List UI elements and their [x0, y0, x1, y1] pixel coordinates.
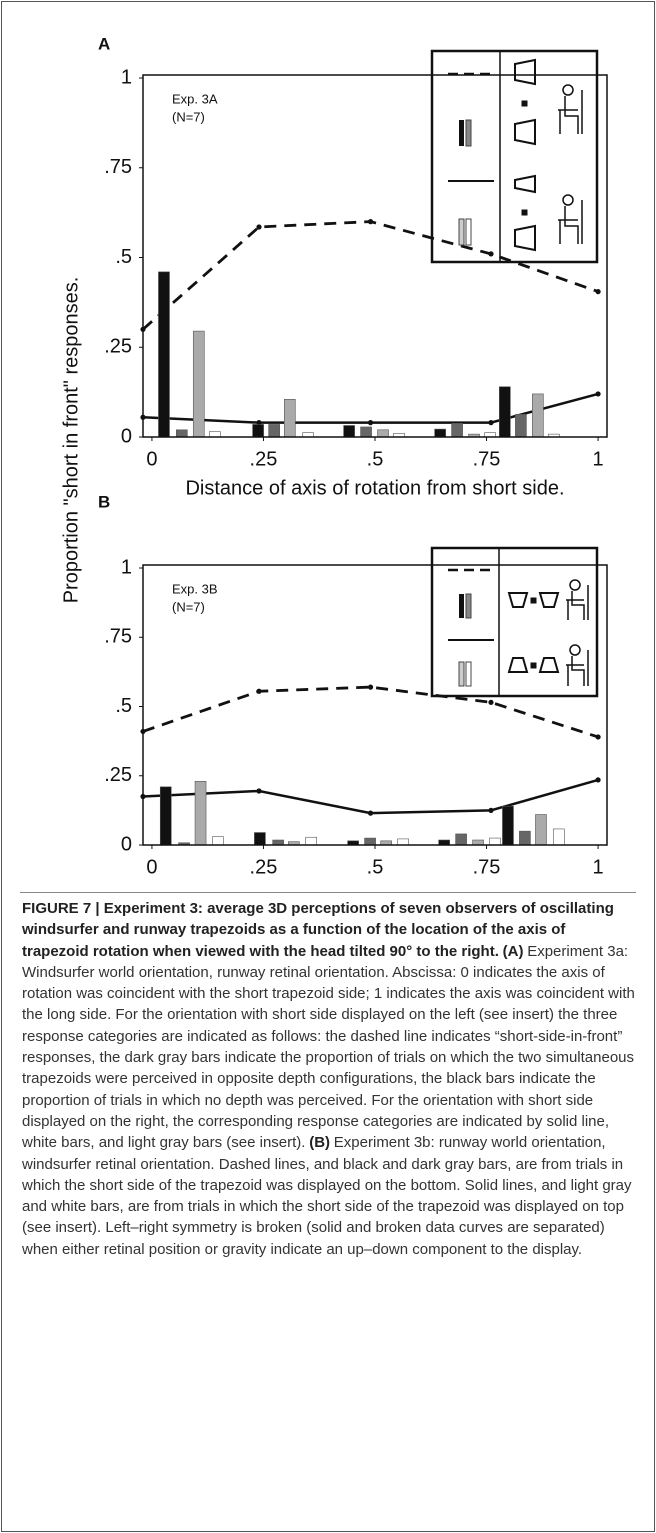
y-tick-label: .25 — [104, 764, 132, 786]
bar — [532, 393, 544, 438]
bar — [252, 424, 264, 438]
y-tick-label: .75 — [104, 156, 132, 178]
caption-segment: (B) — [309, 1134, 331, 1152]
y-tick-label: 1 — [121, 66, 132, 88]
bar — [343, 425, 355, 438]
bar — [194, 780, 207, 846]
point — [256, 224, 262, 230]
line — [142, 685, 599, 739]
point — [488, 699, 494, 705]
bar — [159, 786, 172, 846]
caption-segment: (A) — [502, 942, 524, 960]
point — [367, 684, 374, 690]
bar — [212, 836, 224, 846]
legend-insert — [430, 49, 599, 264]
bar — [364, 837, 376, 846]
legend-insert — [430, 546, 599, 698]
caption-segment: Experiment 3a: Windsurfer world orientat… — [22, 942, 635, 1152]
bar — [176, 429, 188, 438]
annotation: Exp. 3A — [172, 91, 218, 106]
bar — [397, 838, 409, 846]
x-tick-label: 0 — [146, 448, 157, 470]
bar — [305, 836, 318, 846]
bar — [283, 399, 296, 438]
x-tick-label: 1 — [593, 856, 604, 878]
x-axis-label: Distance of axis of rotation from short … — [185, 477, 564, 499]
y-tick-label: 0 — [121, 425, 132, 447]
caption-segment: FIGURE 7 | Experiment 3: average 3D perc… — [22, 900, 614, 960]
bar — [360, 426, 372, 438]
separator — [20, 892, 636, 893]
bar — [499, 386, 511, 438]
y-tick-label: .25 — [104, 336, 132, 358]
bar — [535, 814, 547, 846]
bar — [489, 837, 501, 846]
panel-label: A — [98, 34, 110, 53]
x-tick-label: .75 — [473, 448, 501, 470]
bar — [455, 833, 467, 846]
bar — [254, 832, 266, 846]
annotation: (N=7) — [172, 599, 205, 614]
plot-frame — [142, 564, 608, 846]
bar — [553, 828, 565, 846]
y-tick-label: .5 — [115, 695, 132, 717]
bar — [519, 830, 531, 846]
x-tick-label: .25 — [250, 856, 278, 878]
line — [142, 392, 599, 424]
x-tick-label: 1 — [593, 448, 604, 470]
x-tick-label: .25 — [250, 448, 278, 470]
bar — [192, 330, 205, 438]
y-tick-label: 0 — [121, 833, 132, 855]
bar — [377, 429, 389, 438]
y-tick-label: 1 — [121, 556, 132, 578]
panel-label: B — [98, 492, 110, 511]
bar — [158, 271, 170, 438]
plot-frame — [142, 74, 608, 438]
annotation: (N=7) — [172, 109, 205, 124]
x-tick-label: .5 — [367, 448, 384, 470]
x-tick-label: 0 — [146, 856, 157, 878]
figure-caption: FIGURE 7 | Experiment 3: average 3D perc… — [22, 898, 636, 1260]
bar — [502, 805, 514, 846]
caption-segment: Experiment 3b: runway world orientation,… — [22, 1134, 632, 1258]
bar — [515, 414, 527, 438]
bar — [434, 428, 446, 438]
line — [142, 220, 599, 331]
x-tick-label: .5 — [367, 856, 384, 878]
annotation: Exp. 3B — [172, 581, 218, 596]
bar — [209, 431, 221, 438]
figure: 1 .75 .5 .25 0 1 .75 .5 .25 0 (N=7) Exp. 3B B Distanc… — [60, 34, 608, 878]
y-tick-label: .5 — [115, 246, 132, 268]
x-tick-label: .75 — [473, 856, 501, 878]
y-axis-label: Proportion "short in front" responses. — [60, 277, 82, 604]
bar — [268, 424, 280, 438]
bar — [451, 423, 463, 438]
line — [142, 778, 599, 815]
y-tick-label: .75 — [104, 626, 132, 648]
